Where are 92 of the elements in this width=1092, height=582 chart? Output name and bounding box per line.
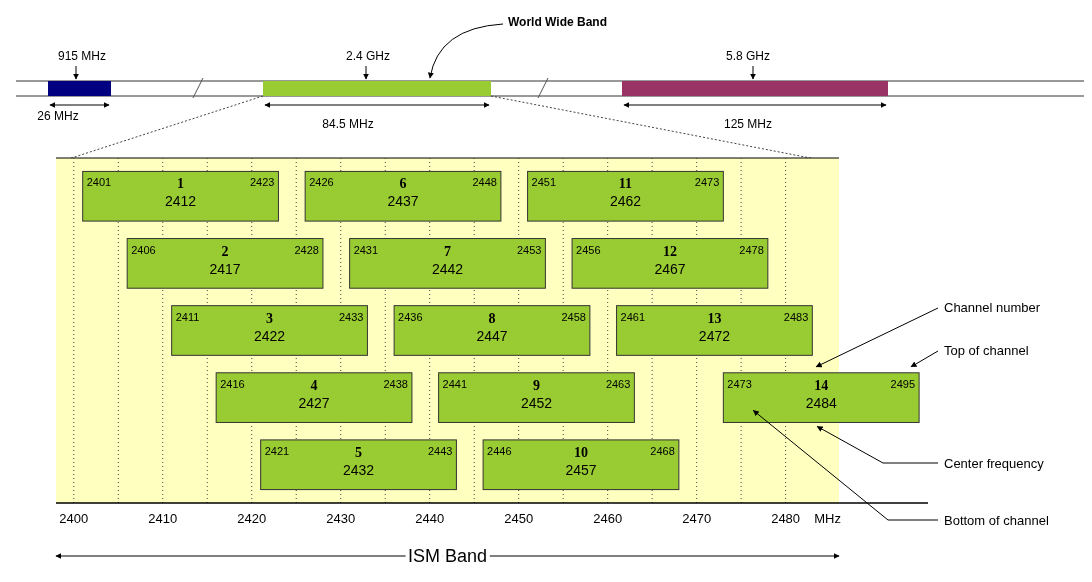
annotation: 7 <box>444 243 452 259</box>
annotation: 2438 <box>383 377 408 390</box>
annotation: 2484 <box>805 394 837 411</box>
annotation: 2443 <box>427 444 453 457</box>
annotation: 2428 <box>294 243 319 256</box>
annotation: 2463 <box>605 377 631 390</box>
annotation: 2401 <box>86 176 112 189</box>
annotation: 2432 <box>342 461 375 478</box>
bar <box>482 439 680 491</box>
annotation: 5 <box>355 444 363 460</box>
annotation: 2447 <box>476 327 508 344</box>
annotation: 2441 <box>442 377 468 390</box>
annotation: 2 <box>221 243 229 259</box>
x-tick-label: 2480 <box>771 511 801 526</box>
annotation: 2421 <box>264 444 290 457</box>
text: World Wide Band <box>508 15 607 29</box>
text: ISM Band <box>407 546 488 566</box>
annotation: 2456 <box>576 243 601 256</box>
annotation: 9 <box>532 377 540 393</box>
x-axis-title: MHz <box>814 511 841 526</box>
annotation: 4 <box>310 377 318 393</box>
text: Channel number <box>944 300 1041 315</box>
annotation: 8 <box>488 310 496 326</box>
x-tick-label: 2450 <box>504 511 534 526</box>
annotation: 2423 <box>249 176 275 189</box>
text: 26 MHz <box>37 109 79 123</box>
annotation: 2495 <box>890 377 916 390</box>
x-tick-label: 2460 <box>593 511 623 526</box>
bar <box>616 305 813 356</box>
annotation: 12 <box>662 243 677 259</box>
text: 915 MHz <box>58 49 107 63</box>
bar <box>82 170 279 222</box>
annotation: 2468 <box>650 444 675 457</box>
text: 5.8 GHz <box>726 49 771 63</box>
annotation: 2458 <box>561 310 586 323</box>
annotation: 2451 <box>531 176 557 189</box>
annotation: 10 <box>573 444 588 460</box>
text: 84.5 MHz <box>322 117 374 131</box>
text: 2.4 GHz <box>346 49 391 63</box>
annotation: 13 <box>707 310 722 326</box>
annotation: 2461 <box>620 310 646 323</box>
annotation: 2467 <box>654 260 686 277</box>
x-tick-label: 2410 <box>148 511 178 526</box>
annotation: 2446 <box>487 444 512 457</box>
bar <box>722 372 920 423</box>
x-tick-label: 2440 <box>415 511 445 526</box>
annotation: 2417 <box>209 260 241 277</box>
annotation: 2473 <box>694 176 720 189</box>
annotation: 2478 <box>739 243 764 256</box>
bar <box>571 238 769 289</box>
annotation: 11 <box>618 176 633 192</box>
annotation: 2411 <box>175 310 200 323</box>
annotation: 2457 <box>565 461 597 478</box>
annotation: 2416 <box>220 377 245 390</box>
x-tick-label: 2420 <box>237 511 267 526</box>
annotation: 2431 <box>353 243 379 256</box>
bar <box>260 439 457 491</box>
annotation: 2448 <box>472 176 497 189</box>
bar <box>215 372 413 423</box>
annotation: 2473 <box>727 377 752 390</box>
annotation: 3 <box>266 310 274 326</box>
x-tick-label: 2470 <box>682 511 712 526</box>
bar <box>393 305 591 356</box>
annotation: 2462 <box>609 193 642 210</box>
annotation: 6 <box>399 176 407 192</box>
annotation: 14 <box>814 377 829 393</box>
bar <box>349 238 546 289</box>
annotation: 2436 <box>398 310 423 323</box>
text: 125 MHz <box>723 117 773 131</box>
annotation: 1 <box>177 176 185 192</box>
text: Bottom of channel <box>944 513 1049 528</box>
x-tick-label: 2430 <box>326 511 356 526</box>
bar <box>438 372 635 423</box>
annotation: 2427 <box>298 394 330 411</box>
annotation: 2453 <box>516 243 542 256</box>
annotation: 2422 <box>253 327 286 344</box>
annotation: 2437 <box>387 193 419 210</box>
bar <box>126 238 324 289</box>
annotation: 2433 <box>338 310 364 323</box>
annotation: 2483 <box>783 310 809 323</box>
annotation: 2426 <box>309 176 334 189</box>
bar <box>171 305 368 356</box>
x-tick-label: 2400 <box>59 511 89 526</box>
text: Top of channel <box>944 343 1029 358</box>
annotation: 2452 <box>520 394 553 411</box>
annotation: 2406 <box>131 243 156 256</box>
annotation: 2472 <box>698 327 731 344</box>
bar <box>527 170 724 222</box>
bar <box>304 170 502 222</box>
annotation: 2412 <box>164 193 197 210</box>
annotation: 2442 <box>431 260 464 277</box>
text: Center frequency <box>944 456 1045 471</box>
